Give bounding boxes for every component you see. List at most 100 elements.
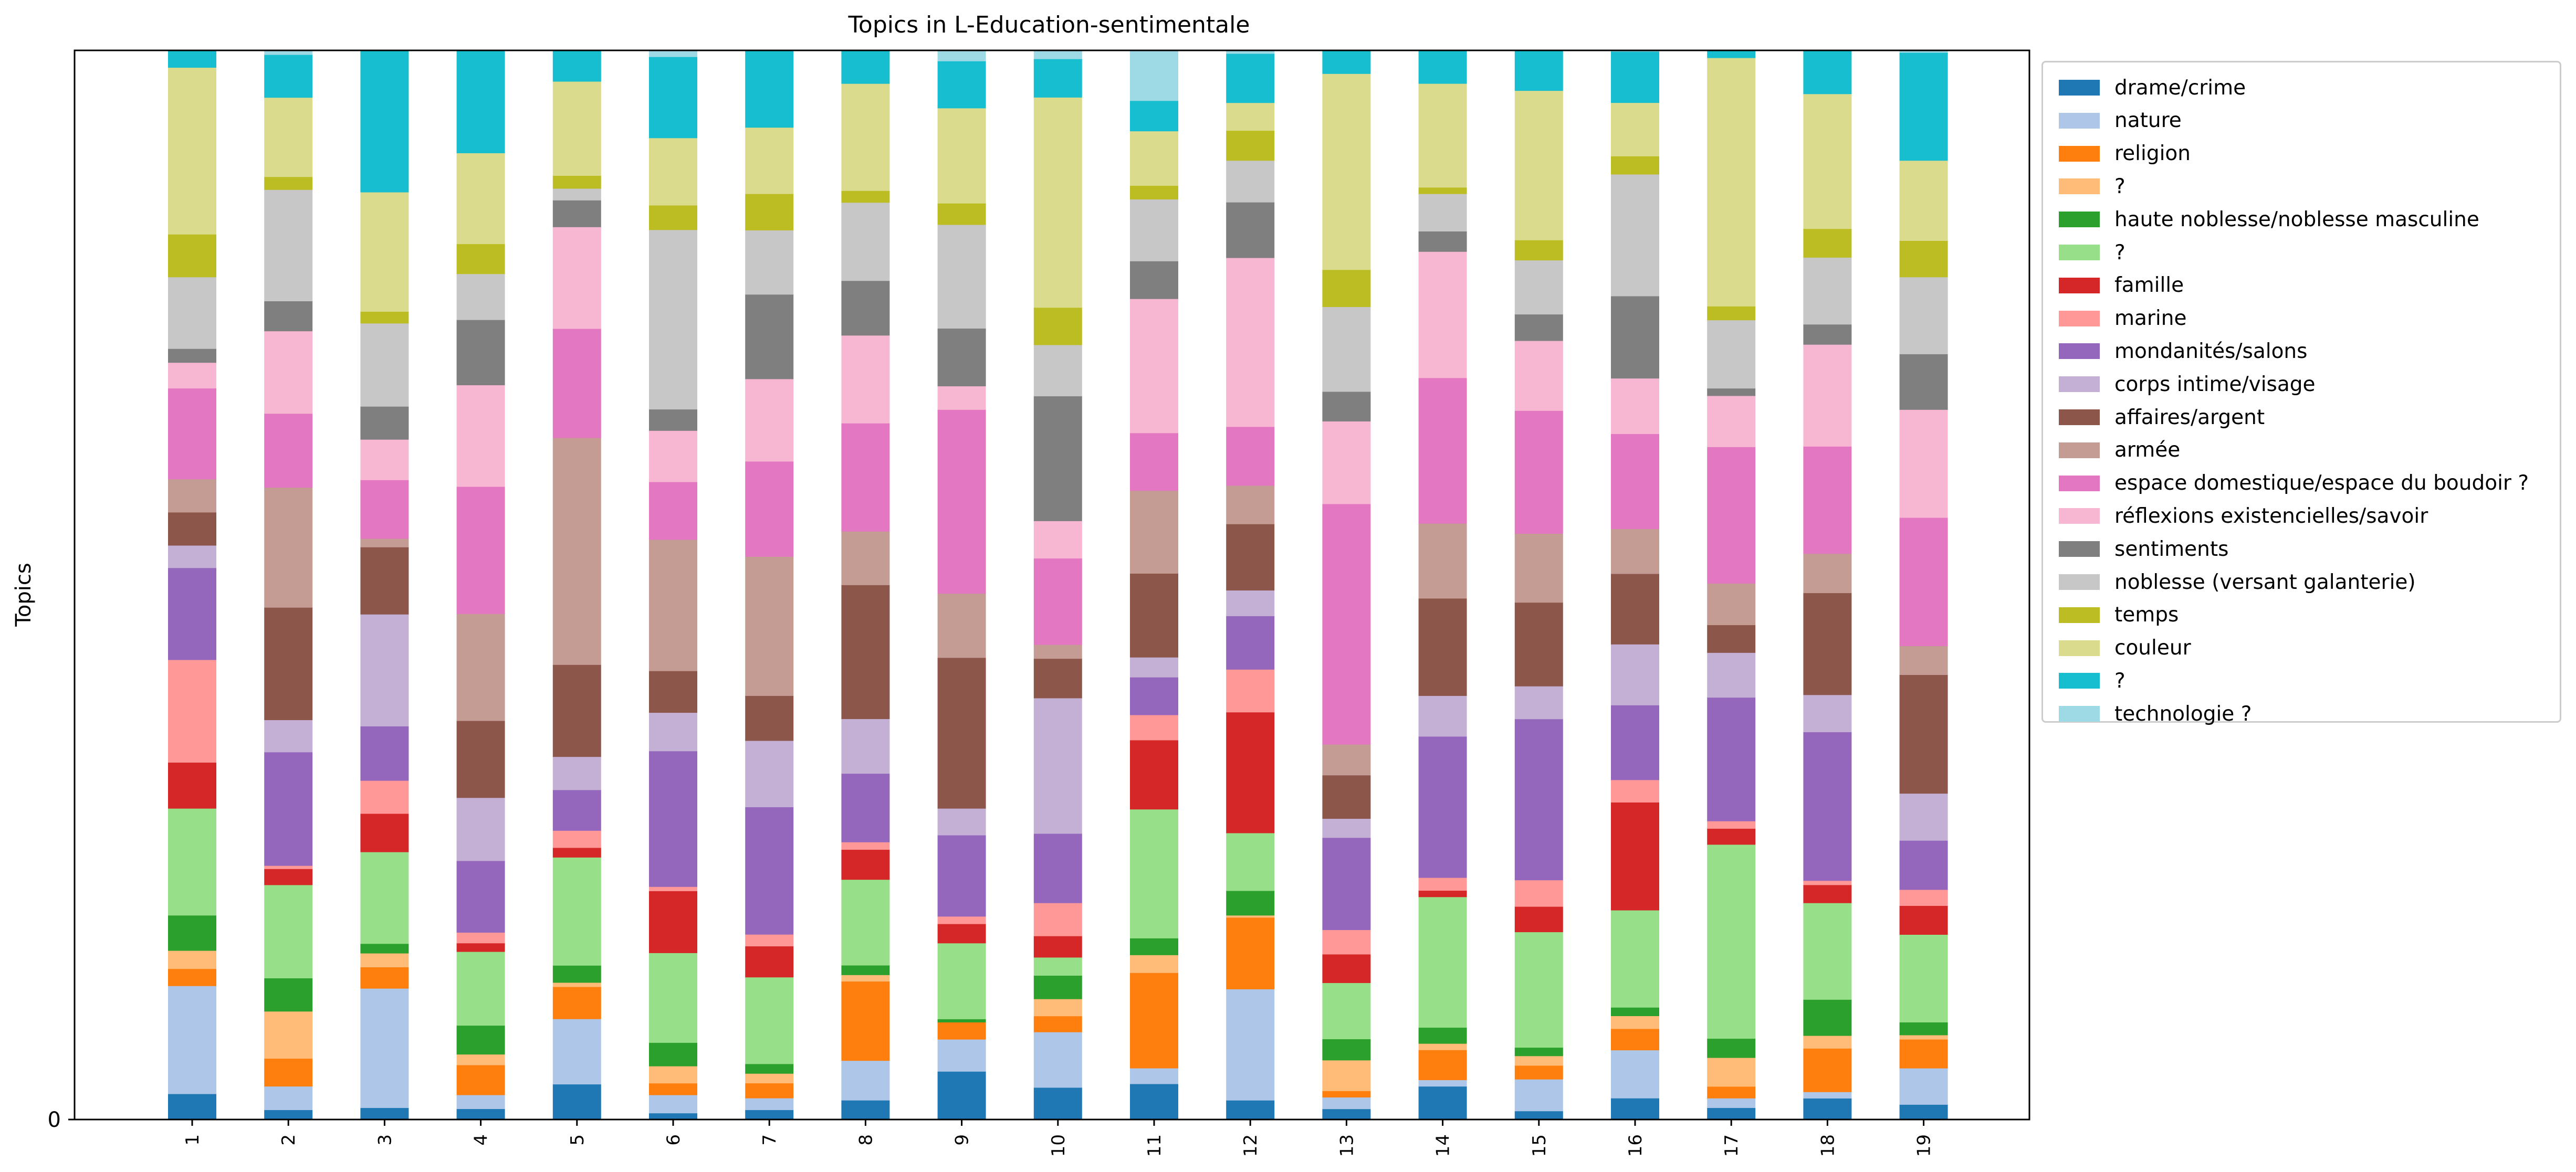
bar-segment-8-15 xyxy=(841,202,890,281)
bar-segment-12-5 xyxy=(1226,833,1275,891)
bar-segment-19-8 xyxy=(1899,840,1948,890)
bar-segment-18-12 xyxy=(1803,446,1852,554)
bar-segment-12-7 xyxy=(1226,669,1275,713)
bar-segment-1-17 xyxy=(168,67,216,235)
bar-segment-7-8 xyxy=(745,807,794,935)
bar-segment-1-10 xyxy=(168,512,216,546)
bar-segment-12-0 xyxy=(1226,1100,1275,1120)
bar-segment-12-2 xyxy=(1226,917,1275,989)
bar-segment-10-4 xyxy=(1033,975,1082,999)
bar-segment-10-6 xyxy=(1033,936,1082,958)
bar-segment-10-16 xyxy=(1033,307,1082,345)
legend-label: religion xyxy=(2114,142,2191,166)
legend-label: armée xyxy=(2114,438,2181,462)
bar-segment-1-18 xyxy=(168,50,216,68)
legend-swatch xyxy=(2059,673,2100,689)
x-tick-label-7: 7 xyxy=(759,1134,780,1146)
bar-segment-3-8 xyxy=(360,726,409,781)
bar-segment-9-12 xyxy=(937,409,986,594)
x-tick-label-10: 10 xyxy=(1048,1134,1069,1157)
bar-segment-14-6 xyxy=(1418,890,1467,898)
bar-segment-9-13 xyxy=(937,386,986,410)
bar-segment-6-7 xyxy=(649,886,697,891)
legend-label: ? xyxy=(2114,174,2125,198)
bar-segment-14-7 xyxy=(1418,878,1467,891)
bar-segment-5-6 xyxy=(552,848,601,858)
bar-segment-2-17 xyxy=(264,97,313,177)
bar-segment-14-3 xyxy=(1418,1043,1467,1050)
bar-segment-11-18 xyxy=(1130,100,1178,132)
bar-segment-8-11 xyxy=(841,531,890,585)
bar-segment-6-18 xyxy=(649,57,697,139)
bar-segment-18-2 xyxy=(1803,1048,1852,1092)
bar-segment-14-1 xyxy=(1418,1080,1467,1087)
legend-swatch xyxy=(2059,640,2100,656)
bar-segment-16-7 xyxy=(1611,779,1659,803)
legend-label: famille xyxy=(2114,273,2184,298)
bar-segment-15-4 xyxy=(1514,1047,1563,1057)
bar-segment-11-4 xyxy=(1130,938,1178,955)
bar-segment-9-11 xyxy=(937,593,986,658)
bar-segment-11-2 xyxy=(1130,973,1178,1069)
bar-segment-17-13 xyxy=(1707,396,1756,447)
bar-segment-1-16 xyxy=(168,234,216,278)
bar-segment-10-14 xyxy=(1033,396,1082,521)
bar-segment-9-15 xyxy=(937,225,986,329)
legend-item-1: nature xyxy=(2059,106,2182,135)
bar-segment-3-18 xyxy=(360,50,409,193)
bar-segment-17-16 xyxy=(1707,306,1756,321)
bar-segment-12-16 xyxy=(1226,130,1275,161)
bar-segment-9-5 xyxy=(937,943,986,1019)
bar-segment-13-8 xyxy=(1322,837,1371,931)
bar-segment-1-5 xyxy=(168,808,216,916)
x-tick-label-6: 6 xyxy=(663,1134,684,1146)
bar-segment-3-6 xyxy=(360,814,409,852)
legend-swatch xyxy=(2059,145,2100,162)
bar-segment-11-0 xyxy=(1130,1084,1178,1120)
bar-segment-11-1 xyxy=(1130,1068,1178,1084)
bar-segment-4-18 xyxy=(456,50,505,153)
bar-segment-5-0 xyxy=(552,1084,601,1120)
bar-segment-6-3 xyxy=(649,1066,697,1084)
bar-segment-6-17 xyxy=(649,138,697,206)
bar-segment-15-9 xyxy=(1514,686,1563,720)
bar-segment-6-12 xyxy=(649,482,697,540)
x-tick-label-13: 13 xyxy=(1336,1134,1357,1157)
bar-segment-1-15 xyxy=(168,277,216,349)
bar-segment-7-4 xyxy=(745,1063,794,1074)
bar-segment-17-11 xyxy=(1707,583,1756,626)
bar-segment-4-2 xyxy=(456,1065,505,1095)
bar-segment-16-18 xyxy=(1611,51,1659,103)
legend-item-15: noblesse (versant galanterie) xyxy=(2059,567,2416,597)
bar-segment-16-0 xyxy=(1611,1098,1659,1120)
bar-segment-3-12 xyxy=(360,480,409,539)
bar-segment-14-2 xyxy=(1418,1050,1467,1080)
bar-segment-13-5 xyxy=(1322,983,1371,1039)
bar-segment-4-11 xyxy=(456,614,505,721)
bar-segment-12-1 xyxy=(1226,989,1275,1101)
bar-segment-6-13 xyxy=(649,430,697,482)
bar-segment-2-12 xyxy=(264,413,313,488)
bar-segment-14-18 xyxy=(1418,50,1467,84)
bar-segment-16-12 xyxy=(1611,434,1659,530)
bar-segment-8-14 xyxy=(841,280,890,336)
bar-segment-3-5 xyxy=(360,852,409,944)
bar-segment-18-16 xyxy=(1803,228,1852,258)
bar-segment-13-12 xyxy=(1322,504,1371,745)
bar-segment-4-5 xyxy=(456,952,505,1026)
bar-segment-3-10 xyxy=(360,547,409,615)
legend-item-2: religion xyxy=(2059,139,2191,168)
bar-segment-10-7 xyxy=(1033,903,1082,936)
bar-segment-3-7 xyxy=(360,780,409,814)
bar-segment-5-17 xyxy=(552,81,601,176)
bar-segment-19-5 xyxy=(1899,934,1948,1023)
bar-segment-5-7 xyxy=(552,830,601,848)
bar-segment-10-18 xyxy=(1033,59,1082,98)
bar-segment-7-13 xyxy=(745,378,794,462)
bar-segment-13-13 xyxy=(1322,421,1371,504)
bar-segment-4-7 xyxy=(456,932,505,944)
bar-segment-8-18 xyxy=(841,50,890,84)
bar-segment-19-17 xyxy=(1899,160,1948,241)
legend-swatch xyxy=(2059,541,2100,557)
bar-segment-18-9 xyxy=(1803,694,1852,733)
